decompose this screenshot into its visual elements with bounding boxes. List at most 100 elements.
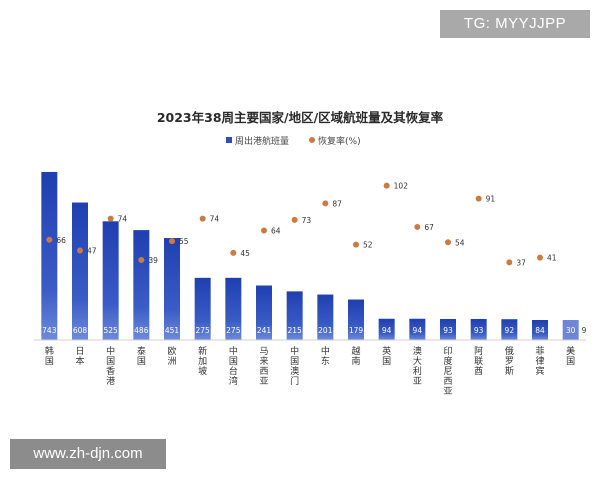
legend-dot-label: 恢复率(%): [318, 135, 361, 147]
watermark-top: TG: MYYJJPP: [440, 10, 590, 38]
category-label: 印度尼西亚: [443, 345, 452, 397]
rate-dot: [169, 238, 175, 245]
legend-bar-label: 周出港航班量: [235, 135, 289, 147]
rate-label: 52: [363, 241, 373, 250]
rate-dot: [322, 200, 329, 207]
bar-value-label: 451: [165, 326, 180, 335]
rate-dot: [291, 216, 298, 223]
category-label: 中国香港: [106, 345, 115, 387]
bar: [317, 294, 334, 340]
rate-label: 67: [424, 223, 434, 232]
bar-value-label: 608: [73, 326, 88, 335]
bar-value-label: 94: [382, 326, 392, 335]
rate-label: 47: [87, 247, 97, 256]
category-label: 泰国: [137, 345, 146, 367]
bar-value-label: 93: [474, 326, 484, 335]
category-label: 菲律宾: [535, 345, 544, 377]
rate-label: 45: [240, 249, 250, 258]
rate-label: 55: [179, 237, 189, 246]
category-label: 俄罗斯: [505, 345, 514, 377]
legend: 周出港航班量 恢复率(%): [226, 135, 361, 147]
category-label: 中东: [321, 345, 330, 367]
bar-value-label: 93: [443, 326, 453, 335]
bar: [286, 291, 303, 340]
bar: [501, 319, 518, 340]
bar-series: 743 608 525 486 451 275 275 241 215 201 179 94 94 93 9…: [41, 172, 579, 340]
bar: [532, 320, 548, 340]
category-label: 马来西亚: [259, 346, 268, 387]
rate-dot: [383, 182, 390, 189]
category-label: 中国台湾: [229, 345, 238, 387]
rate-label: 39: [148, 256, 158, 265]
bar-value-label: 275: [196, 326, 211, 335]
rate-label: 54: [455, 238, 465, 247]
rate-dot: [107, 215, 114, 222]
rate-dot: [138, 256, 145, 263]
category-label: 阿联酋: [474, 346, 483, 377]
bar: [409, 318, 426, 340]
bar: [72, 202, 88, 340]
rate-dot: [414, 223, 421, 230]
rate-label: 91: [486, 195, 496, 204]
bar-value-label: 92: [505, 326, 515, 335]
category-label: 日本: [75, 346, 84, 367]
legend-dot-swatch: [309, 137, 315, 143]
rate-dot: [353, 241, 359, 248]
legend-bar-swatch: [226, 137, 232, 143]
rate-label: 73: [302, 216, 312, 225]
bar-value-label: 201: [318, 326, 333, 335]
rate-label: 37: [516, 258, 526, 267]
rate-dot: [199, 215, 206, 222]
bar: [164, 238, 180, 340]
bar: [440, 318, 456, 340]
bar-value-label: 84: [535, 326, 545, 335]
category-label: 欧洲: [167, 345, 176, 367]
rate-label: 66: [56, 236, 66, 245]
rate-label: 9: [582, 326, 587, 335]
rate-label: 64: [271, 226, 281, 235]
bar: [378, 318, 395, 340]
rate-label: 41: [547, 254, 557, 263]
bar-value-label: 743: [42, 326, 57, 335]
rate-dot: [230, 249, 237, 256]
category-label: 中国澳门: [290, 345, 299, 387]
rate-label: 87: [332, 199, 342, 208]
rate-label: 74: [210, 215, 220, 224]
rate-dot: [506, 259, 513, 266]
bar-value-label: 241: [257, 326, 272, 335]
bar: [133, 230, 150, 340]
category-label: 韩国: [45, 345, 54, 367]
watermark-bottom: www.zh-djn.com: [10, 439, 166, 469]
rate-label: 102: [394, 182, 409, 191]
rate-label: 74: [118, 215, 128, 224]
bar-value-label: 275: [226, 326, 241, 335]
rate-dot: [537, 254, 543, 261]
bar-value-label: 215: [288, 326, 303, 335]
bar: [225, 277, 242, 340]
category-label: 英国: [382, 345, 391, 367]
bar: [470, 318, 487, 340]
bar-value-label: 94: [413, 326, 423, 335]
category-label: 越南: [351, 345, 360, 367]
bar-value-label: 525: [104, 326, 119, 335]
rate-dot: [77, 247, 83, 254]
bar: [41, 172, 58, 340]
bar: [562, 320, 579, 340]
rate-dot: [445, 239, 451, 246]
category-label: 美国: [566, 345, 575, 367]
bar: [102, 221, 119, 340]
category-label: 新加坡: [198, 345, 207, 377]
bar-value-label: 30: [566, 326, 576, 335]
category-label: 澳大利亚: [413, 345, 422, 387]
rate-series: 66 47 74 39 55 74 45 64 73 87 52 102 67 54 91 37 41 9: [46, 182, 587, 335]
bar: [194, 277, 211, 340]
bar-value-label: 179: [349, 326, 364, 335]
bar-value-label: 486: [134, 326, 149, 335]
rate-dot: [261, 227, 267, 234]
rate-dot: [46, 236, 53, 243]
bar: [256, 285, 272, 340]
rate-dot: [475, 195, 482, 202]
bar: [348, 299, 364, 340]
